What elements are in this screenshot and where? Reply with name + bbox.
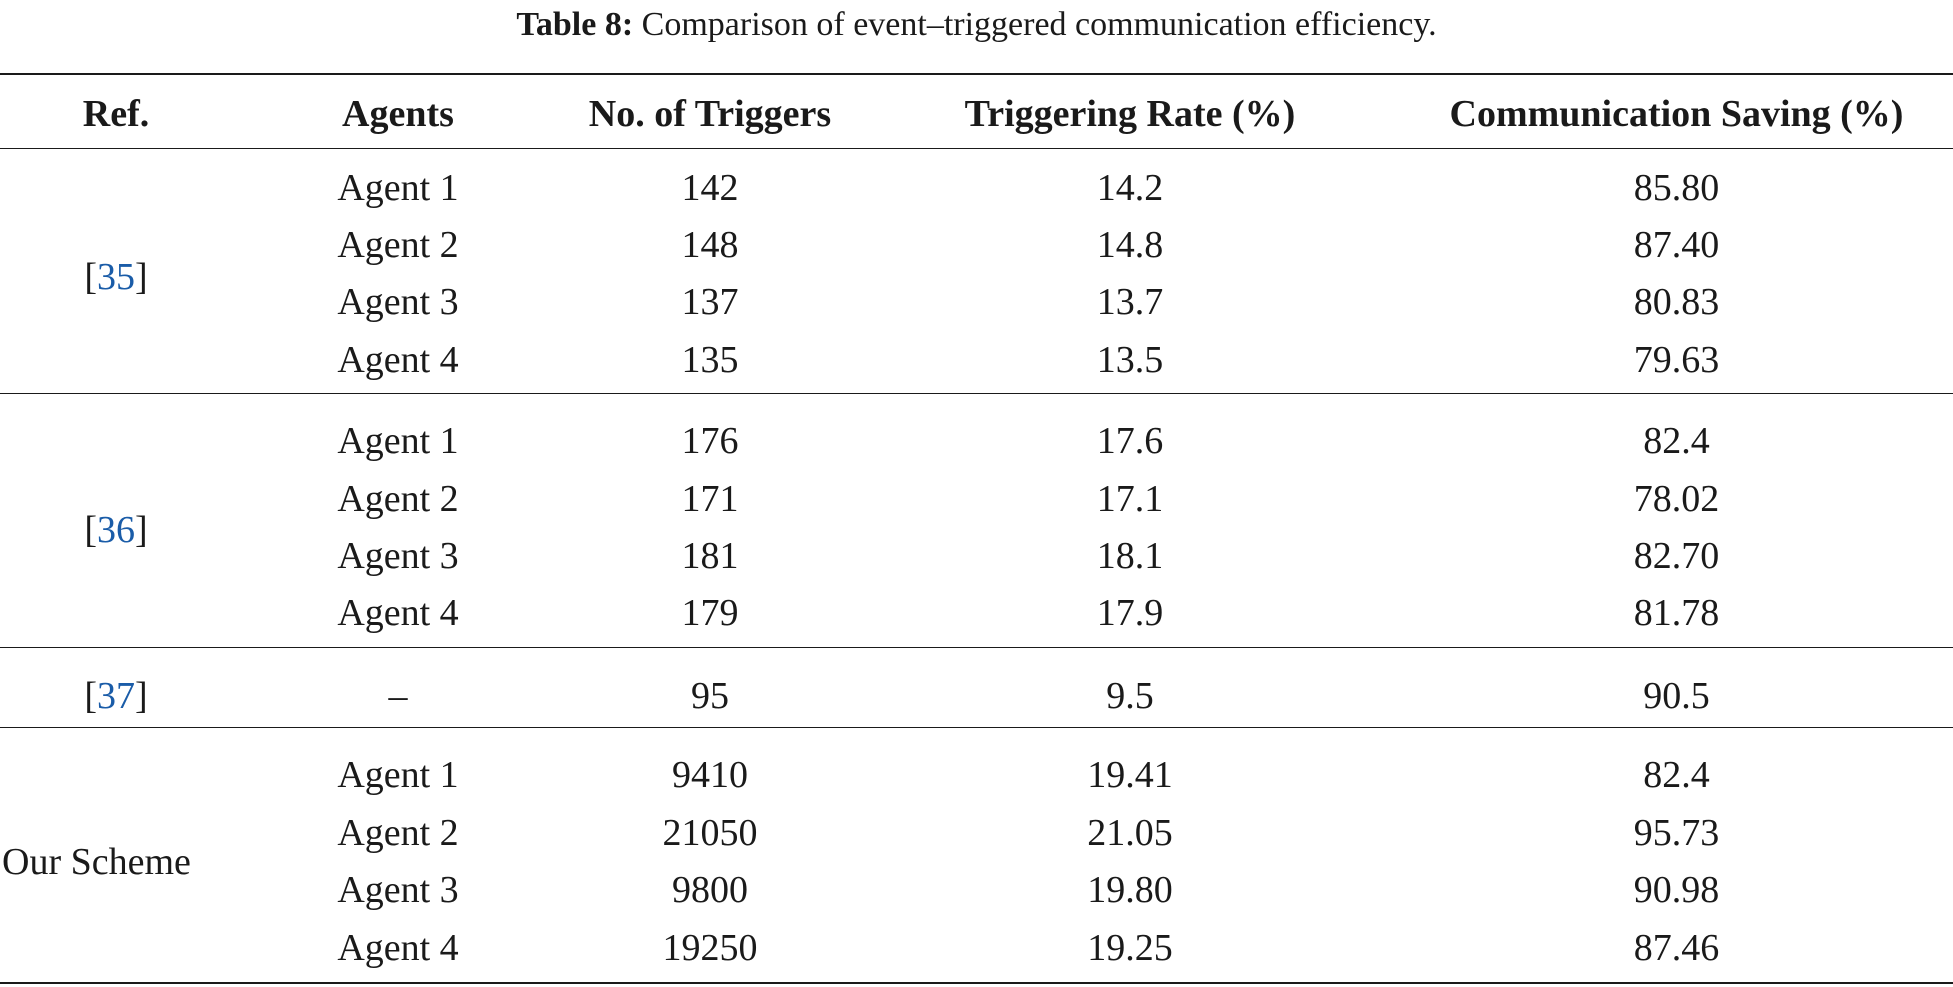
citation-link-36[interactable]: 36: [97, 509, 135, 551]
rate-cell: 19.25: [1087, 927, 1173, 969]
header-triggers: No. of Triggers: [588, 93, 832, 135]
ref-bracket-open: [: [84, 256, 97, 298]
rate-cell: 14.8: [1096, 224, 1164, 266]
ref-bracket-close: ]: [135, 509, 148, 551]
header-agents: Agents: [342, 93, 454, 135]
agent-cell: Agent 2: [337, 224, 459, 266]
triggers-cell: 21050: [662, 812, 758, 854]
agent-cell: Agent 1: [337, 167, 459, 209]
table-caption-text: Comparison of event–triggered communicat…: [641, 6, 1437, 43]
agent-cell: Agent 4: [337, 339, 459, 381]
rate-cell: 19.80: [1087, 869, 1173, 911]
rate-cell: 17.9: [1096, 592, 1164, 634]
header-saving: Communication Saving (%): [1449, 93, 1904, 135]
triggers-cell: 176: [681, 420, 739, 462]
agent-cell: Agent 1: [337, 754, 459, 796]
triggers-cell: 9410: [672, 754, 748, 796]
header-rule: [0, 148, 1953, 149]
group-rule: [0, 393, 1953, 394]
ref-cell-our-scheme: Our Scheme: [2, 841, 191, 883]
saving-cell: 90.98: [1633, 869, 1720, 911]
saving-cell: 82.70: [1633, 535, 1720, 577]
ref-bracket-open: [: [84, 509, 97, 551]
triggers-cell: 142: [681, 167, 739, 209]
ref-bracket-close: ]: [135, 675, 148, 717]
saving-cell: 79.63: [1633, 339, 1720, 381]
saving-cell: 82.4: [1643, 420, 1710, 462]
saving-cell: 80.83: [1633, 281, 1720, 323]
saving-cell: 81.78: [1633, 592, 1720, 634]
rate-cell: 9.5: [1106, 675, 1154, 717]
saving-cell: 90.5: [1643, 675, 1710, 717]
ref-cell-35: [35]: [0, 249, 232, 305]
triggers-cell: 9800: [672, 869, 748, 911]
citation-link-35[interactable]: 35: [97, 256, 135, 298]
citation-link-37[interactable]: 37: [97, 675, 135, 717]
saving-cell: 95.73: [1633, 812, 1720, 854]
ref-bracket-open: [: [84, 675, 97, 717]
saving-cell: 87.40: [1633, 224, 1720, 266]
rate-cell: 19.41: [1087, 754, 1173, 796]
rate-cell: 18.1: [1096, 535, 1164, 577]
agent-cell: Agent 3: [337, 535, 459, 577]
triggers-cell: 179: [681, 592, 739, 634]
agent-cell: –: [388, 675, 408, 717]
saving-cell: 85.80: [1633, 167, 1720, 209]
agent-cell: Agent 4: [337, 592, 459, 634]
saving-cell: 78.02: [1633, 478, 1720, 520]
rate-cell: 13.7: [1096, 281, 1164, 323]
group-rule: [0, 727, 1953, 728]
rate-cell: 14.2: [1096, 167, 1164, 209]
agent-cell: Agent 3: [337, 869, 459, 911]
rate-cell: 17.6: [1096, 420, 1164, 462]
saving-cell: 82.4: [1643, 754, 1710, 796]
triggers-cell: 181: [681, 535, 739, 577]
agent-cell: Agent 1: [337, 420, 459, 462]
ref-cell-37: [37]: [0, 668, 232, 724]
agent-cell: Agent 2: [337, 478, 459, 520]
triggers-cell: 148: [681, 224, 739, 266]
ref-cell-36: [36]: [0, 502, 232, 558]
triggers-cell: 19250: [662, 927, 758, 969]
triggers-cell: 171: [681, 478, 739, 520]
agent-cell: Agent 2: [337, 812, 459, 854]
table-caption: Table 8: Comparison of event–triggered c…: [0, 0, 1953, 50]
saving-cell: 87.46: [1633, 927, 1720, 969]
header-ref: Ref.: [82, 93, 150, 135]
rate-cell: 21.05: [1087, 812, 1173, 854]
triggers-cell: 137: [681, 281, 739, 323]
triggers-cell: 95: [691, 675, 729, 717]
rate-cell: 13.5: [1096, 339, 1164, 381]
table-caption-label: Table 8:: [516, 6, 634, 43]
table-top-rule: [0, 73, 1953, 75]
rate-cell: 17.1: [1096, 478, 1164, 520]
ref-bracket-close: ]: [135, 256, 148, 298]
triggers-cell: 135: [681, 339, 739, 381]
agent-cell: Agent 4: [337, 927, 459, 969]
agent-cell: Agent 3: [337, 281, 459, 323]
header-rate: Triggering Rate (%): [964, 93, 1296, 135]
table-bottom-rule: [0, 982, 1953, 984]
group-rule: [0, 647, 1953, 648]
